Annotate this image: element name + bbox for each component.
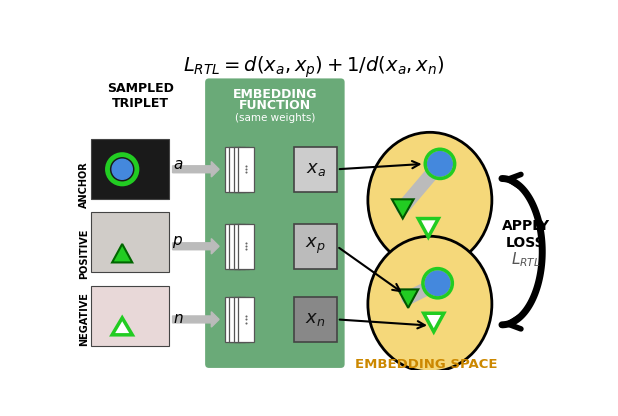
Bar [234, 297, 249, 342]
Text: $L_{RTL}$: $L_{RTL}$ [511, 250, 541, 269]
Ellipse shape [368, 236, 492, 372]
Polygon shape [112, 318, 132, 335]
Text: $L_{RTL} = d(x_a, x_p) + 1/d(x_a, x_n)$: $L_{RTL} = d(x_a, x_p) + 1/d(x_a, x_n)$ [183, 54, 444, 79]
Bar [91, 285, 169, 346]
Bar [229, 147, 245, 192]
Bar [229, 224, 245, 269]
Bar [294, 224, 337, 269]
Text: $x_n$: $x_n$ [305, 310, 326, 328]
Text: FUNCTION: FUNCTION [239, 99, 311, 112]
Bar [224, 224, 240, 269]
Bar [294, 147, 337, 192]
Text: POSITIVE: POSITIVE [79, 229, 89, 279]
Polygon shape [424, 313, 444, 332]
Bar [234, 224, 249, 269]
Text: $p$: $p$ [172, 235, 184, 250]
Bar [91, 213, 169, 272]
Bar [239, 224, 254, 269]
Circle shape [428, 151, 452, 176]
Text: $a$: $a$ [173, 158, 183, 172]
Bar [224, 147, 240, 192]
Text: SAMPLED
TRIPLET: SAMPLED TRIPLET [108, 82, 174, 110]
Text: APPLY
LOSS: APPLY LOSS [502, 219, 550, 250]
Bar [234, 147, 249, 192]
Text: $x_p$: $x_p$ [305, 236, 326, 256]
Bar [91, 139, 169, 199]
Text: NEGATIVE: NEGATIVE [79, 292, 89, 347]
Polygon shape [398, 290, 418, 308]
Text: $n$: $n$ [172, 312, 184, 327]
Bar [239, 297, 254, 342]
Text: ANCHOR: ANCHOR [79, 161, 89, 208]
Polygon shape [392, 199, 413, 218]
Text: $x_a$: $x_a$ [305, 160, 326, 178]
FancyBboxPatch shape [205, 78, 345, 368]
Circle shape [425, 271, 450, 295]
Ellipse shape [368, 132, 492, 268]
Bar [229, 297, 245, 342]
Circle shape [112, 159, 132, 179]
Polygon shape [112, 244, 132, 262]
FancyArrow shape [172, 312, 219, 327]
Bar [294, 297, 337, 342]
FancyArrow shape [172, 161, 219, 177]
Text: EMBEDDING SPACE: EMBEDDING SPACE [355, 358, 497, 371]
FancyArrow shape [172, 238, 219, 254]
Text: (same weights): (same weights) [235, 113, 315, 123]
Text: EMBEDDING: EMBEDDING [232, 88, 317, 101]
Polygon shape [418, 218, 438, 237]
Bar [224, 297, 240, 342]
Bar [239, 147, 254, 192]
